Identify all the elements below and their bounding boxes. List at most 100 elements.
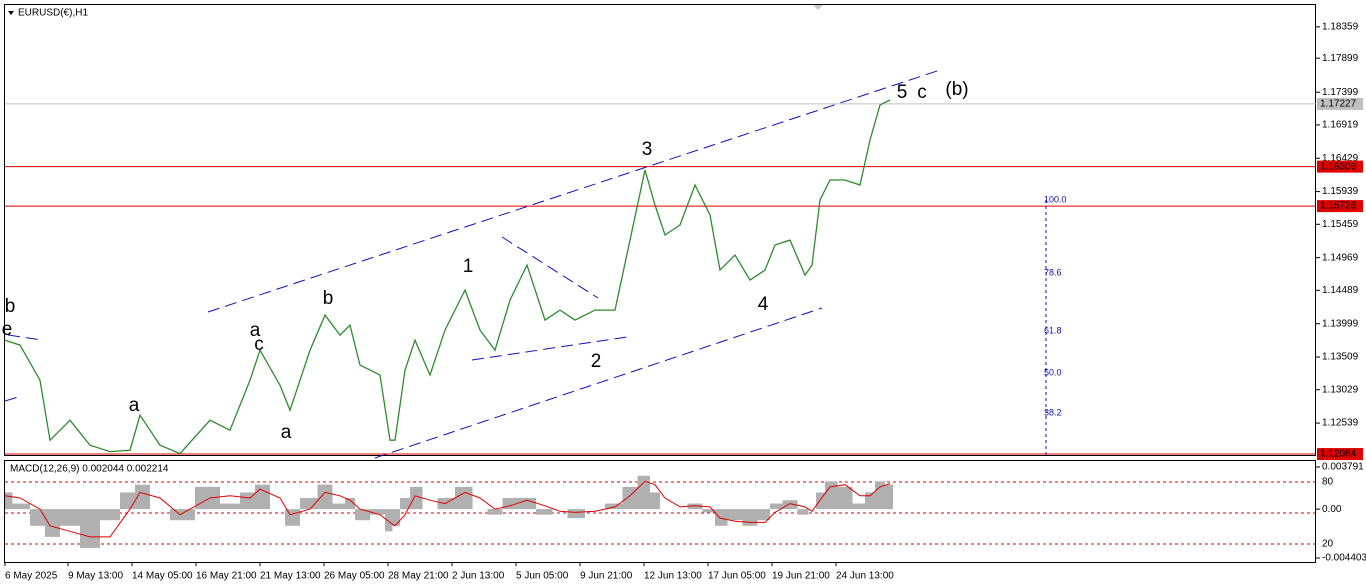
trend-lines xyxy=(4,69,1047,459)
fib-label: 50.0 xyxy=(1044,367,1062,377)
fib-label: 38.2 xyxy=(1044,407,1062,417)
macd-bar xyxy=(285,509,300,526)
macd-bar xyxy=(518,498,536,510)
macd-bar xyxy=(770,503,783,510)
level-label: 20 xyxy=(1322,539,1334,550)
wave-label: b xyxy=(5,296,16,317)
wave-label: e xyxy=(2,319,13,340)
price-label-box xyxy=(1317,200,1363,213)
macd-bar xyxy=(355,509,370,521)
channel-upper xyxy=(207,69,941,313)
price-label: 1.16306 xyxy=(1320,161,1357,172)
x-tick-label: 14 May 05:00 xyxy=(132,571,193,582)
price-line xyxy=(4,99,891,455)
x-tick-label: 17 Jun 05:00 xyxy=(708,571,766,582)
macd-bar xyxy=(715,509,728,526)
macd-bar xyxy=(455,486,473,510)
y-tick-label: 1.15939 xyxy=(1322,186,1359,197)
macd-bar xyxy=(195,486,220,510)
macd-bar xyxy=(757,509,770,521)
wave-label: a xyxy=(250,320,261,341)
y-tick-label: 0.00 xyxy=(1322,504,1342,515)
price-label-box xyxy=(1317,97,1363,110)
y-tick-label: 1.13509 xyxy=(1322,352,1359,363)
macd-bar xyxy=(332,503,345,510)
y-tick-label: 1.13999 xyxy=(1322,318,1359,329)
macd-bar xyxy=(885,484,893,510)
macd-bar xyxy=(816,492,825,510)
macd-bar xyxy=(60,509,80,526)
price-label: 1.17227 xyxy=(1320,99,1357,110)
x-tick-label: 6 May 2025 xyxy=(5,571,58,582)
y-tick-label: 1.16919 xyxy=(1322,120,1359,131)
macd-bar xyxy=(400,498,410,510)
macd-bar xyxy=(742,509,758,526)
macd-bar xyxy=(300,498,318,510)
wave-label: 5 xyxy=(897,82,908,103)
triangle-upper xyxy=(501,236,599,299)
y-tick-label: 1.17899 xyxy=(1322,53,1359,64)
macd-bar xyxy=(100,509,120,521)
price-label-box xyxy=(1317,160,1363,173)
price-label: 1.12084 xyxy=(1320,449,1357,460)
x-tick-label: 19 Jun 21:00 xyxy=(772,571,830,582)
macd-bar xyxy=(135,484,150,510)
y-tick-label: 1.18359 xyxy=(1322,21,1359,32)
macd-bar xyxy=(392,509,400,526)
macd-bar xyxy=(502,498,519,510)
macd-bar xyxy=(797,509,809,515)
level-label: 80 xyxy=(1322,477,1334,488)
macd-bar xyxy=(650,492,660,510)
macd-bar xyxy=(875,481,885,510)
x-tick-label: 12 Jun 13:00 xyxy=(644,571,702,582)
main-frame xyxy=(4,4,1316,456)
y-tick-label: 1.15459 xyxy=(1322,219,1359,230)
y-tick-label: 1.13029 xyxy=(1322,384,1359,395)
x-tick-label: 9 Jun 21:00 xyxy=(580,571,633,582)
macd-frame xyxy=(4,460,1316,563)
chart-title: EURUSD(€),H1 xyxy=(18,8,88,19)
macd-bar xyxy=(80,509,100,548)
macd-bar xyxy=(837,486,853,510)
y-tick-label: 1.14969 xyxy=(1322,252,1359,263)
y-tick-label: 0.003791 xyxy=(1322,462,1364,473)
wave-label: (b) xyxy=(945,79,968,100)
x-tick-label: 9 May 13:00 xyxy=(68,571,123,582)
macd-bar xyxy=(825,481,838,510)
macd-levels xyxy=(5,481,1315,545)
macd-bar xyxy=(487,509,503,515)
macd-bar xyxy=(865,492,875,510)
macd-bar xyxy=(536,509,553,515)
macd-bar xyxy=(727,509,743,521)
left-line xyxy=(7,334,43,341)
wave-label: 1 xyxy=(463,256,474,277)
y-tick-label: 1.17399 xyxy=(1322,87,1359,98)
x-tick-label: 24 Jun 13:00 xyxy=(836,571,894,582)
channel-lower xyxy=(374,307,823,459)
macd-bar xyxy=(345,498,355,510)
macd-bar xyxy=(702,509,715,513)
wave-label: c xyxy=(254,334,264,355)
left-line xyxy=(4,396,19,402)
macd-bar xyxy=(410,486,423,510)
wave-label: 2 xyxy=(591,351,602,372)
macd-bar xyxy=(637,475,650,510)
y-tick-label: -0.004403 xyxy=(1322,553,1366,564)
fib-label: 100.0 xyxy=(1044,194,1067,204)
macd-bar xyxy=(120,492,135,510)
macd-bar xyxy=(567,509,585,518)
macd-bar xyxy=(687,503,703,510)
macd-bar xyxy=(255,484,270,510)
macd-bar xyxy=(220,503,240,510)
wave-label: a xyxy=(129,395,140,416)
fib-label: 78.6 xyxy=(1044,267,1062,277)
x-tick-label: 2 Jun 13:00 xyxy=(452,571,505,582)
macd-bar xyxy=(12,503,30,510)
macd-bar xyxy=(782,500,798,510)
y-tick-label: 1.12539 xyxy=(1322,418,1359,429)
macd-bar xyxy=(385,509,393,532)
wave-label: c xyxy=(917,82,927,103)
wave-label: a xyxy=(281,422,292,443)
macd-bar xyxy=(30,509,45,526)
